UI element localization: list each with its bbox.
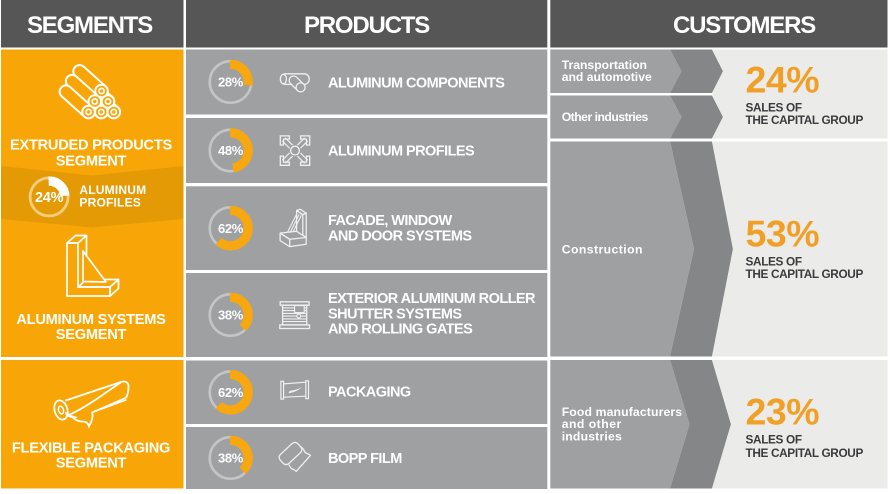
svg-text:28%: 28% bbox=[218, 75, 244, 90]
svg-text:EXTERIOR ALUMINUM ROLLER: EXTERIOR ALUMINUM ROLLER bbox=[328, 291, 536, 307]
svg-text:and other: and other bbox=[562, 417, 622, 431]
svg-text:PRODUCTS: PRODUCTS bbox=[304, 12, 430, 39]
svg-text:BOPP FILM: BOPP FILM bbox=[328, 451, 402, 467]
svg-text:THE CAPITAL GROUP: THE CAPITAL GROUP bbox=[746, 113, 864, 127]
svg-text:PACKAGING: PACKAGING bbox=[328, 385, 411, 401]
svg-text:62%: 62% bbox=[218, 221, 244, 236]
svg-text:SEGMENT: SEGMENT bbox=[56, 455, 127, 471]
svg-text:AND DOOR SYSTEMS: AND DOOR SYSTEMS bbox=[328, 228, 472, 244]
svg-text:SEGMENT: SEGMENT bbox=[56, 154, 127, 170]
svg-text:38%: 38% bbox=[218, 451, 244, 466]
svg-text:Other industries: Other industries bbox=[562, 110, 649, 124]
svg-text:AND ROLLING GATES: AND ROLLING GATES bbox=[328, 322, 473, 338]
svg-text:PROFILES: PROFILES bbox=[79, 196, 141, 210]
svg-text:24%: 24% bbox=[35, 190, 64, 206]
svg-text:Construction: Construction bbox=[562, 242, 643, 256]
svg-text:SALES OF: SALES OF bbox=[746, 433, 802, 447]
svg-text:62%: 62% bbox=[218, 385, 244, 400]
svg-text:SEGMENT: SEGMENT bbox=[56, 327, 127, 343]
svg-text:THE CAPITAL GROUP: THE CAPITAL GROUP bbox=[746, 267, 864, 281]
svg-text:53%: 53% bbox=[746, 213, 820, 255]
svg-text:SHUTTER SYSTEMS: SHUTTER SYSTEMS bbox=[328, 306, 462, 322]
svg-text:SALES OF: SALES OF bbox=[746, 101, 802, 115]
svg-text:THE CAPITAL GROUP: THE CAPITAL GROUP bbox=[746, 446, 864, 460]
svg-text:and automotive: and automotive bbox=[562, 70, 652, 84]
svg-text:FLEXIBLE PACKAGING: FLEXIBLE PACKAGING bbox=[12, 440, 170, 456]
svg-text:CUSTOMERS: CUSTOMERS bbox=[673, 12, 816, 39]
svg-text:Food manufacturers: Food manufacturers bbox=[562, 405, 683, 419]
svg-text:SALES OF: SALES OF bbox=[746, 255, 802, 269]
svg-text:SEGMENTS: SEGMENTS bbox=[27, 12, 153, 39]
svg-text:38%: 38% bbox=[218, 308, 244, 323]
svg-text:ALUMINUM PROFILES: ALUMINUM PROFILES bbox=[328, 144, 475, 160]
svg-text:ALUMINUM: ALUMINUM bbox=[79, 183, 146, 197]
svg-text:48%: 48% bbox=[218, 143, 244, 158]
svg-text:ALUMINUM SYSTEMS: ALUMINUM SYSTEMS bbox=[16, 312, 166, 328]
svg-text:23%: 23% bbox=[746, 391, 820, 433]
svg-text:FACADE, WINDOW: FACADE, WINDOW bbox=[328, 213, 452, 229]
svg-text:Transportation: Transportation bbox=[562, 58, 647, 72]
svg-text:EXTRUDED PRODUCTS: EXTRUDED PRODUCTS bbox=[10, 138, 172, 154]
svg-text:ALUMINUM COMPONENTS: ALUMINUM COMPONENTS bbox=[328, 75, 505, 91]
svg-text:24%: 24% bbox=[746, 59, 820, 101]
svg-text:industries: industries bbox=[562, 429, 622, 443]
